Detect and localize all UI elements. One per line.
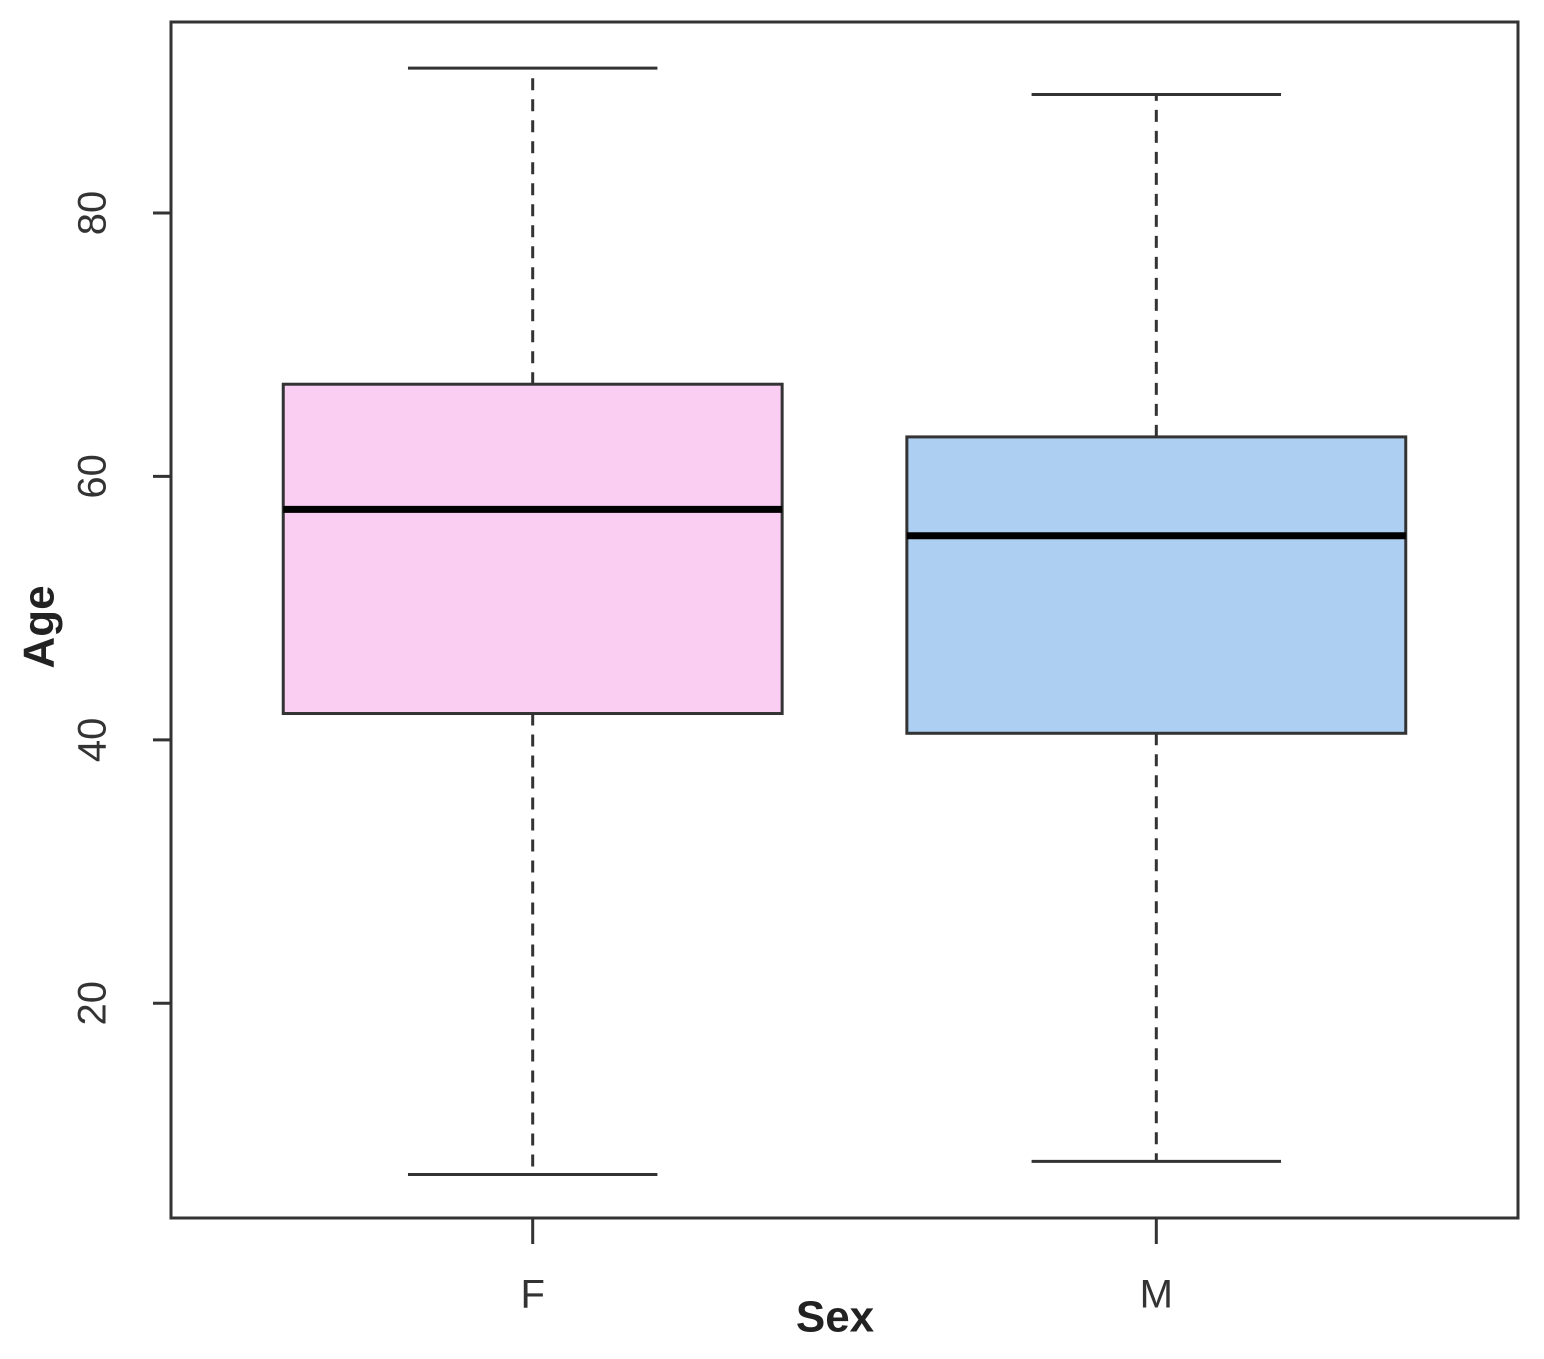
x-tick-label: F (520, 1273, 544, 1317)
x-tick-label: M (1140, 1273, 1173, 1317)
y-axis-title: Age (15, 585, 64, 668)
box (281, 382, 784, 716)
x-axis-title: Sex (796, 1293, 875, 1342)
y-tick-label: 60 (71, 454, 115, 499)
plot-frame (169, 20, 1520, 1220)
y-tick-label: 20 (71, 981, 115, 1026)
y-tick-label: 40 (71, 718, 115, 763)
box (905, 435, 1408, 735)
y-tick-label: 80 (71, 191, 115, 236)
